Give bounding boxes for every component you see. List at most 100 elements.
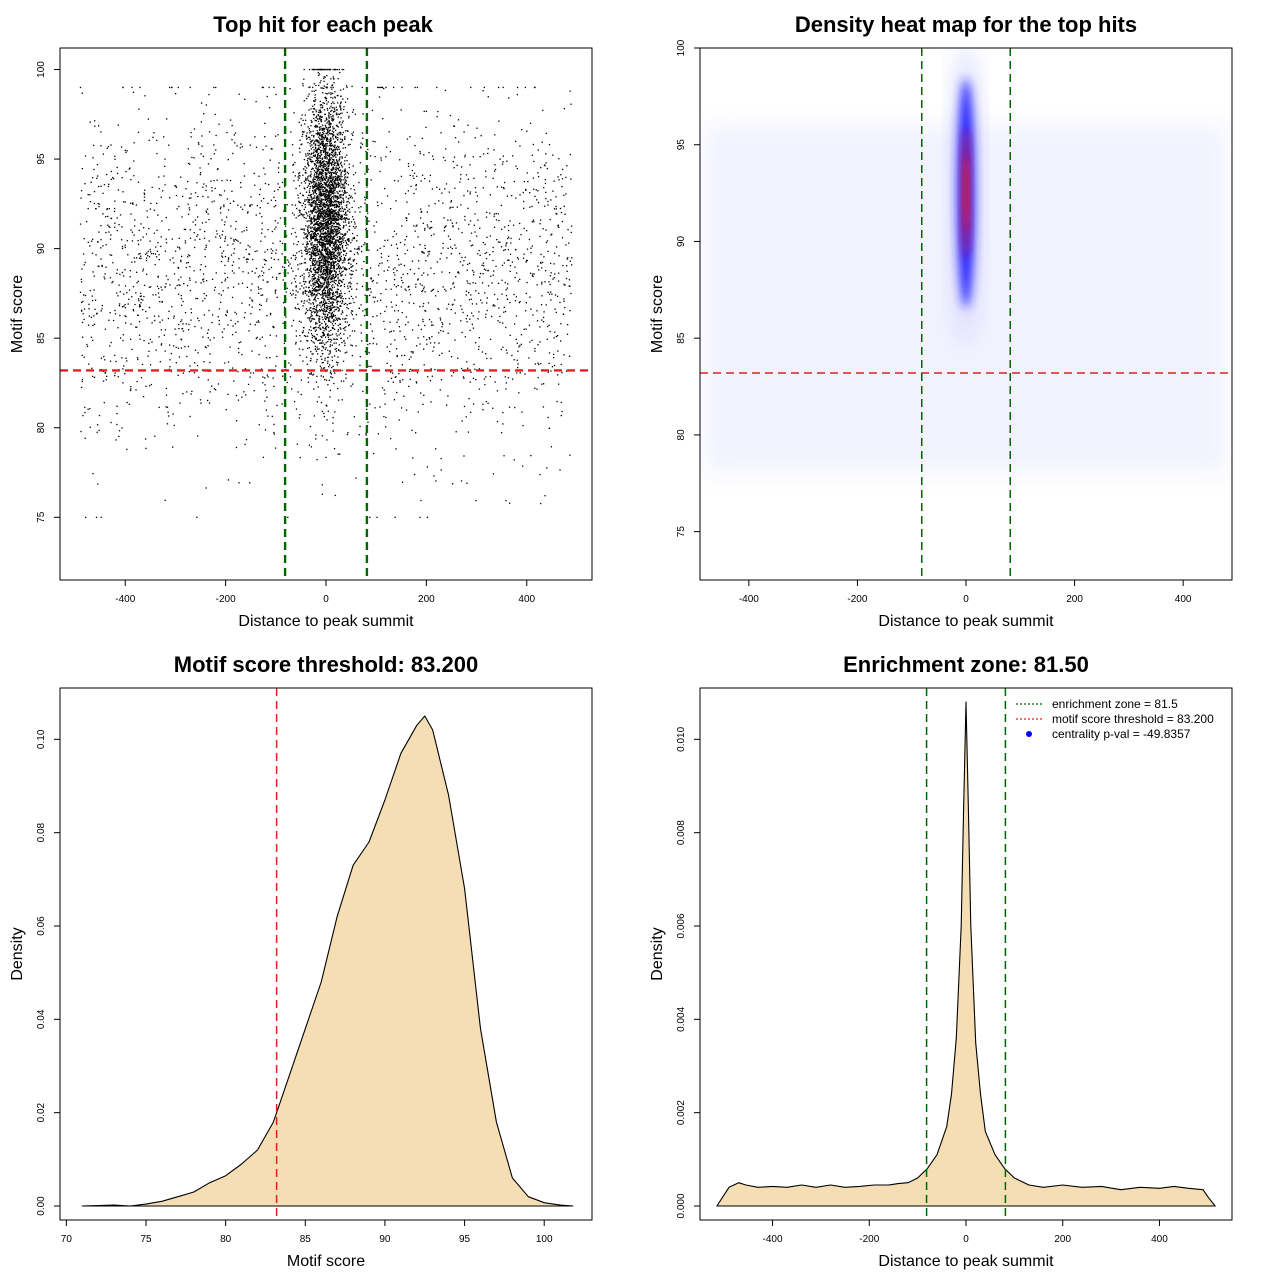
scatter-point [195, 297, 197, 300]
scatter-point [324, 135, 327, 138]
scatter-point [124, 322, 127, 324]
scatter-point [324, 233, 327, 235]
scatter-point [324, 228, 327, 230]
scatter-point [315, 300, 317, 302]
scatter-point [320, 306, 322, 308]
scatter-point [324, 113, 326, 116]
scatter-point [166, 423, 169, 425]
scatter-point [319, 321, 321, 323]
scatter-point [232, 243, 234, 245]
scatter-point [317, 348, 319, 350]
scatter-point [331, 107, 333, 109]
scatter-point [315, 190, 317, 192]
scatter-point [203, 361, 205, 363]
scatter-point [307, 185, 310, 187]
scatter-point [117, 327, 119, 329]
scatter-point [423, 364, 425, 366]
scatter-point [540, 166, 542, 169]
scatter-point [175, 362, 177, 364]
scatter-point [219, 237, 222, 239]
scatter-point [164, 165, 166, 168]
scatter-point [361, 250, 363, 253]
scatter-point [315, 124, 317, 126]
scatter-point [187, 345, 190, 348]
scatter-point [427, 302, 430, 304]
scatter-point [320, 342, 323, 344]
scatter-point [332, 92, 334, 95]
scatter-point [143, 196, 146, 198]
scatter-point [322, 102, 324, 104]
scatter-point [266, 281, 268, 283]
scatter-point [339, 228, 342, 231]
scatter-point [556, 400, 558, 403]
scatter-point [337, 273, 339, 276]
scatter-point [215, 230, 218, 232]
scatter-point [339, 106, 341, 108]
scatter-point [335, 245, 338, 247]
scatter-point [313, 90, 315, 92]
scatter-point [214, 113, 216, 116]
scatter-point [369, 323, 372, 325]
scatter-point [341, 281, 343, 283]
scatter-point [569, 153, 571, 156]
scatter-point [461, 331, 463, 334]
scatter-point [313, 267, 315, 269]
scatter-point [275, 278, 278, 280]
scatter-point [312, 341, 314, 343]
scatter-point [332, 233, 335, 235]
scatter-point [508, 97, 510, 99]
scatter-point [320, 103, 323, 106]
scatter-point [331, 215, 333, 217]
scatter-point [322, 264, 324, 267]
scatter-point [338, 270, 341, 272]
scatter-point [184, 228, 187, 231]
scatter-point [324, 124, 327, 127]
scatter-point [256, 250, 258, 252]
scatter-point [322, 220, 324, 222]
scatter-point [318, 184, 320, 186]
scatter-point [425, 260, 427, 262]
scatter-point [260, 288, 262, 290]
scatter-point [326, 291, 329, 293]
scatter-point [337, 317, 339, 320]
scatter-point [207, 345, 209, 347]
scatter-point [128, 403, 131, 406]
scatter-point [156, 285, 159, 288]
scatter-point [392, 268, 395, 270]
scatter-point [220, 194, 222, 197]
scatter-point [563, 205, 565, 207]
scatter-point [326, 200, 329, 202]
scatter-point [111, 282, 113, 284]
scatter-point [304, 203, 306, 206]
scatter-point [335, 218, 338, 220]
scatter-point [496, 298, 499, 300]
scatter-point [336, 319, 339, 322]
scatter-point [425, 110, 428, 113]
scatter-point [319, 324, 321, 326]
scatter-point [319, 186, 322, 188]
scatter-point [564, 213, 566, 215]
scatter-point [376, 315, 378, 317]
scatter-point [420, 328, 422, 331]
scatter-point [570, 264, 573, 266]
scatter-point [428, 337, 430, 339]
scatter-point [344, 234, 346, 236]
scatter-point [347, 172, 350, 175]
scatter-point [469, 381, 471, 383]
scatter-point [323, 239, 325, 242]
scatter-point [151, 322, 153, 324]
scatter-point [360, 147, 362, 149]
scatter-point [344, 101, 347, 103]
scatter-point [330, 92, 332, 94]
scatter-point [333, 223, 335, 225]
scatter-point [355, 345, 357, 347]
scatter-point [323, 182, 326, 184]
scatter-point [187, 203, 189, 205]
scatter-point [332, 263, 335, 265]
scatter-point [324, 269, 327, 271]
scatter-point [500, 246, 503, 248]
scatter-point [303, 228, 305, 230]
scatter-point [81, 321, 84, 324]
scatter-point [318, 228, 321, 230]
scatter-point [314, 189, 316, 191]
